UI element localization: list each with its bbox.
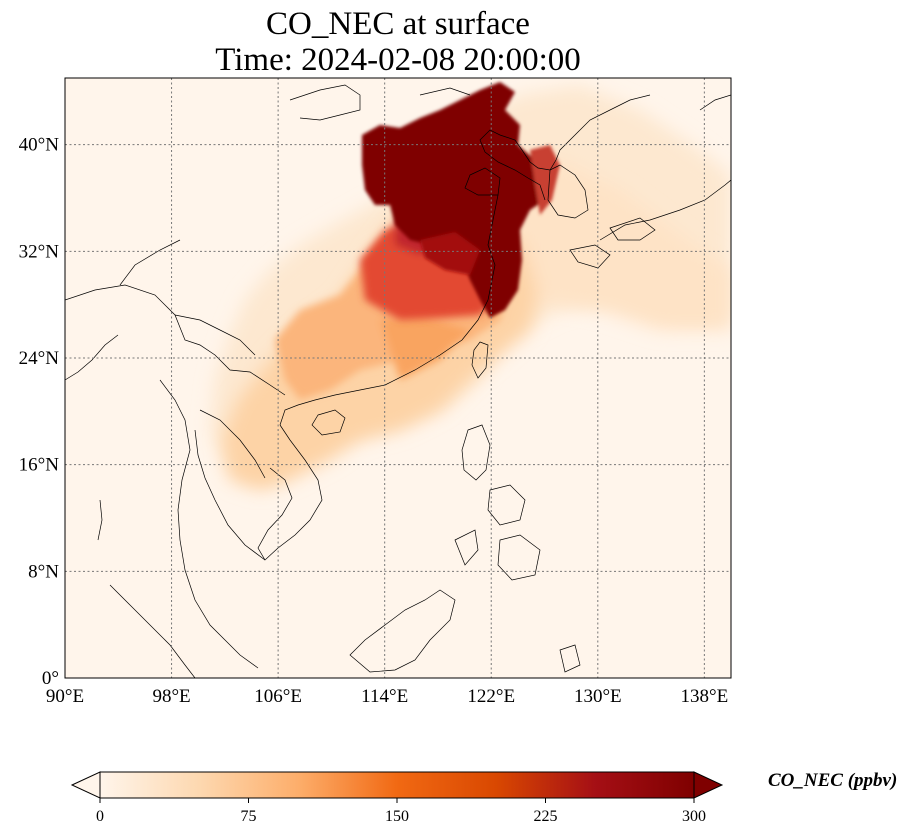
coastlines <box>65 84 731 678</box>
lon-tick-label: 138°E <box>681 686 729 707</box>
colorbar-extend-low <box>70 771 101 799</box>
lon-tick-label: 106°E <box>254 686 302 707</box>
lat-tick-label: 32°N <box>19 241 60 262</box>
map-title: CO_NEC at surface <box>266 6 530 42</box>
lon-tick-label: 114°E <box>361 686 408 707</box>
colorbar-ticks: 0 75 150 225 300 <box>96 798 706 825</box>
colorbar-tick-label: 150 <box>385 808 409 825</box>
colorbar-extend-high <box>693 771 724 799</box>
map-border <box>64 77 732 679</box>
colorbar-gradient <box>100 772 694 798</box>
lat-tick-label: 24°N <box>19 348 60 369</box>
colorbar-tick-label: 0 <box>96 808 104 825</box>
colorbar: 0 75 150 225 300 <box>70 771 724 825</box>
colorbar-label: CO_NEC (ppbv) <box>768 770 898 791</box>
lon-tick-label: 130°E <box>574 686 622 707</box>
map-timestamp: Time: 2024-02-08 20:00:00 <box>215 42 581 78</box>
lon-tick-label: 122°E <box>467 686 515 707</box>
colorbar-tick-label: 225 <box>534 808 558 825</box>
lon-tick-label: 98°E <box>152 686 190 707</box>
colorbar-tick-label: 75 <box>241 808 257 825</box>
lat-tick-label: 8°N <box>28 561 59 582</box>
lat-tick-labels: 0° 8°N 16°N 24°N 32°N 40°N <box>19 135 60 689</box>
lat-tick-label: 16°N <box>19 455 60 476</box>
plume-peak <box>362 82 560 318</box>
lat-tick-label: 0° <box>42 668 59 689</box>
concentration-field <box>210 82 731 490</box>
lon-tick-label: 90°E <box>46 686 84 707</box>
lat-tick-label: 40°N <box>19 135 60 156</box>
colorbar-tick-label: 300 <box>682 808 706 825</box>
lon-tick-labels: 90°E 98°E 106°E 114°E 122°E 130°E 138°E <box>46 686 728 707</box>
